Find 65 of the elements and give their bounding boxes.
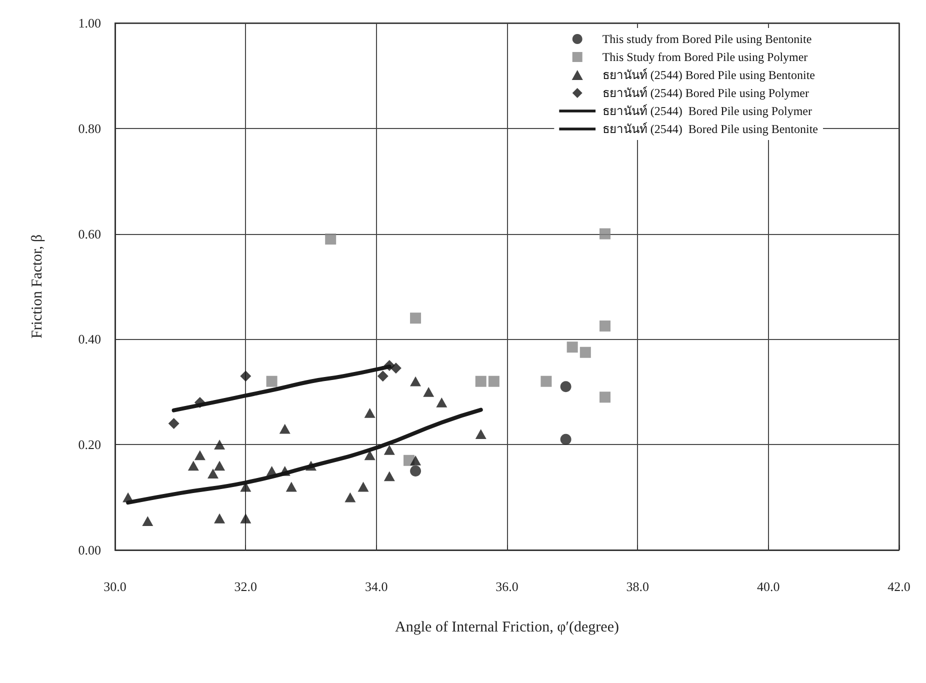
point (364, 408, 376, 418)
legend-label: ธยานันท์ (2544) Bored Pile using Polymer (602, 104, 812, 118)
y-tick-label: 0.40 (78, 332, 101, 347)
point (286, 482, 297, 492)
x-tick-label: 32.0 (234, 579, 258, 594)
y-tick-label: 0.20 (78, 437, 101, 452)
point (194, 396, 206, 408)
point (214, 460, 226, 471)
point (214, 440, 226, 450)
point (410, 376, 422, 386)
point (488, 376, 500, 387)
legend-label: ธยานันท์ (2544) Bored Pile using Bentonite (602, 122, 818, 136)
point (364, 450, 376, 460)
point (266, 466, 278, 476)
x-tick-label: 34.0 (364, 579, 388, 594)
point (358, 482, 369, 492)
point (122, 492, 134, 502)
y-tick-label: 0.00 (78, 542, 101, 558)
point (410, 465, 422, 476)
point (475, 376, 486, 387)
point (423, 386, 434, 397)
y-axis-title: Friction Factor, β (30, 234, 46, 339)
point (266, 376, 278, 387)
legend-label: This Study from Bored Pile using Polymer (602, 50, 808, 64)
point (208, 468, 218, 479)
legend-label: ธยานันท์ (2544) Bored Pile using Bentonite (602, 68, 816, 82)
point (306, 460, 316, 471)
point (560, 434, 572, 445)
x-tick-label: 38.0 (626, 579, 650, 594)
point (240, 370, 252, 382)
point (344, 492, 356, 502)
x-axis-title: Angle of Internal Friction, φ′(degree) (395, 620, 619, 636)
point (384, 360, 395, 372)
point (377, 370, 388, 382)
legend-label: This study from Bored Pile using Bentonite (602, 32, 812, 46)
point (390, 362, 402, 374)
point (384, 471, 395, 482)
point (600, 228, 610, 240)
point (540, 376, 552, 387)
point (384, 444, 395, 455)
x-tick-label: 36.0 (496, 579, 518, 594)
x-tick-label: 40.0 (756, 579, 780, 594)
point (194, 450, 206, 460)
point (600, 320, 610, 332)
point (142, 516, 154, 526)
point (410, 455, 422, 466)
y-tick-label: 1.00 (78, 16, 101, 30)
y-tick-label: 0.60 (78, 226, 101, 242)
y-tick-label: 0.80 (78, 120, 101, 136)
point (240, 513, 252, 524)
point (475, 429, 486, 440)
x-tick-label: 42.0 (888, 579, 910, 594)
point (560, 381, 572, 392)
point (214, 513, 226, 524)
point (168, 418, 180, 430)
point (566, 342, 578, 353)
point (410, 312, 422, 324)
point (600, 392, 610, 403)
point (325, 234, 336, 245)
point (580, 346, 591, 358)
legend-label: ธยานันท์ (2544) Bored Pile using Polymer (602, 86, 810, 100)
point (436, 397, 448, 408)
x-tick-label: 30.0 (104, 579, 126, 594)
point (188, 460, 199, 471)
point (279, 424, 290, 434)
